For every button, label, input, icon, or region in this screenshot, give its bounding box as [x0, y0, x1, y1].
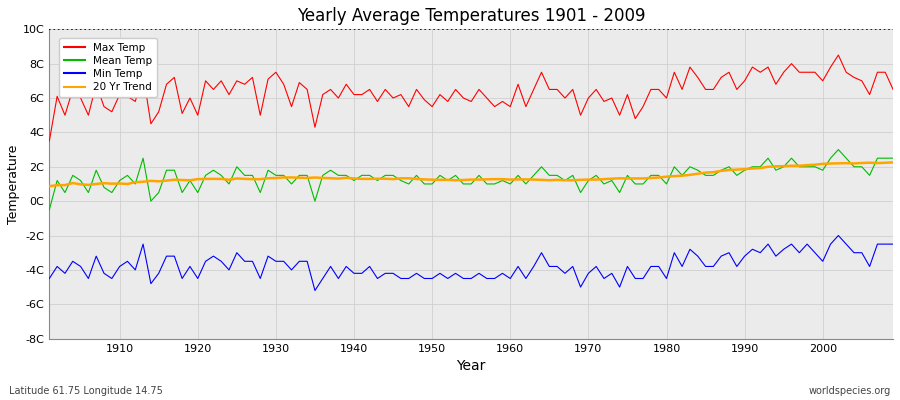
Y-axis label: Temperature: Temperature [7, 144, 20, 224]
Title: Yearly Average Temperatures 1901 - 2009: Yearly Average Temperatures 1901 - 2009 [297, 7, 645, 25]
X-axis label: Year: Year [456, 359, 486, 373]
Legend: Max Temp, Mean Temp, Min Temp, 20 Yr Trend: Max Temp, Mean Temp, Min Temp, 20 Yr Tre… [58, 38, 158, 97]
Text: Latitude 61.75 Longitude 14.75: Latitude 61.75 Longitude 14.75 [9, 386, 163, 396]
Text: worldspecies.org: worldspecies.org [809, 386, 891, 396]
